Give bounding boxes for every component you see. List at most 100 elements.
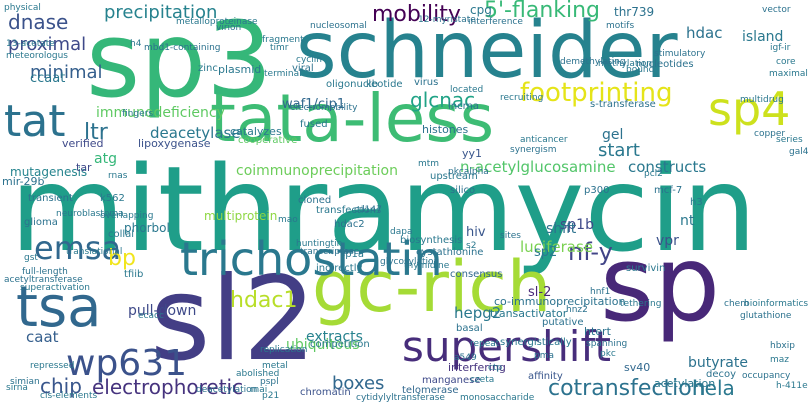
word: constructs [628,158,707,176]
word: electrophoretic [92,375,244,399]
word: igf-ir [770,43,791,53]
word: s-transferase [590,99,656,110]
word: p21 [262,391,280,401]
word: hdac1 [230,288,298,313]
word: thr739 [614,5,655,19]
word: consensus [450,269,503,280]
word: boxes [332,373,385,394]
word: emsa [34,229,122,267]
word: sv40 [624,361,651,374]
word: co-immunoprecipitation [494,295,626,308]
word: chip [40,374,82,398]
word: mir-29b [2,175,45,188]
word: ccaat [30,71,66,86]
word: atg [94,151,117,167]
word: extracts [306,329,363,345]
word: cytidylyltransferase [356,393,445,403]
word: biosynthesis [400,235,463,246]
word: huntingtin [296,239,343,249]
word: spanning [586,339,628,349]
word: butyrate [688,355,748,371]
word: island [742,29,784,45]
word: h4 [130,39,142,49]
word: terminal [264,69,302,79]
word: cotransfection [548,376,706,401]
word: fragment [262,35,304,45]
word: nucleosomal [310,21,367,31]
word: thymidine [404,261,450,271]
word: synergistically [500,337,572,348]
word: start [598,140,640,161]
word: cystathionine [416,247,484,258]
word: acetylation [654,377,716,390]
word: footprinting [520,78,673,108]
word: k562 [100,193,125,204]
word: bp [108,246,136,271]
word: superactivation [20,283,90,293]
word: ltr [84,120,108,145]
word: acetyltransferase [4,275,83,285]
word: coimmunoprecipitation [236,163,398,179]
word: occupancy [742,371,791,381]
word: manganese [422,375,481,386]
word: copper [754,129,786,139]
word: gal4 [789,147,808,157]
word: mbd1-containing [144,43,221,53]
word: chem [724,299,749,309]
word: hdac [686,24,723,42]
word: interference [468,17,523,27]
word: gst [24,253,38,263]
word: glycosylation [380,257,440,267]
word: sites [500,231,521,241]
word: hiv [466,225,486,240]
word: transactivator [490,307,568,320]
word: sl-2 [528,285,552,300]
word: glcnac [410,88,476,112]
word: putative [542,317,584,328]
word: precipitation [104,2,218,23]
word: 12-myristate [418,15,476,25]
word: demethylating [560,57,626,67]
word: plasmid [218,63,262,76]
word: transcriptase [300,247,360,257]
word: competition [310,339,370,350]
word: sp1a [340,249,365,260]
word: deacetylation [196,385,258,395]
word: decoy [706,369,737,380]
word: hdac2 [334,219,365,230]
word: caat [26,328,59,346]
word: interfering [448,361,506,374]
word: schneider [296,6,678,96]
word: shift [546,221,577,237]
word: synergism [510,145,557,155]
word: hnz2 [566,305,588,315]
word: yy1 [462,147,483,160]
word: basal [456,323,483,334]
word: collal [108,229,135,240]
word: cpg [470,3,492,17]
word: motifs [606,21,635,31]
word: 13-acetate [6,39,55,49]
word: catalyzes [230,125,282,138]
word: oligonucleotide [326,79,403,90]
word: immunodeficiency [96,105,225,121]
word: located [450,85,484,95]
word: virus [414,77,439,88]
word: gel [602,127,624,143]
word: s2 [466,241,477,251]
word: sp1b [560,217,594,233]
word: sp2 [534,245,558,260]
word: glutathione [740,311,792,321]
word: viral [292,63,314,74]
word: dnase [8,10,69,34]
word: anticancer [520,135,568,145]
word: sp4 [708,82,791,136]
word: cloned [298,195,332,206]
word: bound [626,65,655,75]
word: stimulatory [654,49,706,59]
word: virion [216,23,242,33]
word: nf-y [568,238,613,266]
word: tsa [16,275,102,340]
word: sp [600,223,721,345]
